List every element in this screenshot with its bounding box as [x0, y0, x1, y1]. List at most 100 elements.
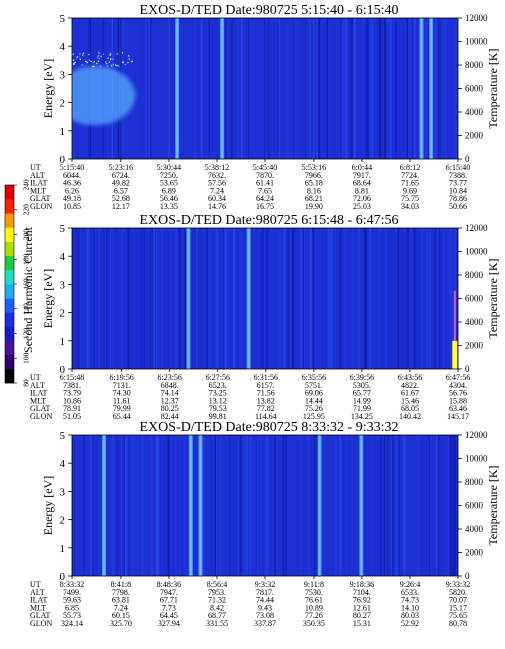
speckle	[110, 59, 112, 61]
temperature-tick-label: 8000	[465, 270, 484, 280]
ephemeris-value: 6.85	[65, 603, 79, 612]
texture-streak	[383, 228, 387, 369]
colorbar-segment	[5, 241, 14, 257]
ephemeris-value: 9:26:4	[400, 580, 420, 589]
texture-streak	[426, 228, 428, 369]
texture-streak	[352, 228, 354, 369]
texture-streak	[241, 18, 243, 159]
texture-streak	[130, 435, 133, 576]
ephemeris-value: 7917.	[353, 171, 371, 180]
texture-streak	[452, 435, 455, 576]
ephemeris-table: UT 8:33:32 8:41:8 8:48:36 8:56:4 9:3:32 9:11:8…	[30, 580, 470, 628]
ephemeris-row-label: MLT	[30, 603, 46, 612]
texture-streak	[387, 18, 389, 159]
texture-streak	[349, 18, 351, 159]
texture-streak	[103, 228, 105, 369]
texture-streak	[313, 435, 316, 576]
texture-streak	[401, 228, 402, 369]
ephemeris-value: 13.82	[257, 396, 275, 405]
speckle	[109, 52, 111, 54]
ephemeris-value: 325.70	[110, 619, 132, 628]
energy-axis-label: Energy [eV]	[41, 476, 55, 535]
bright-column-core	[190, 435, 192, 576]
texture-streak	[316, 18, 319, 159]
energy-tick-label: 0	[60, 154, 66, 166]
texture-streak	[363, 18, 366, 159]
texture-streak	[369, 18, 372, 159]
texture-streak	[132, 435, 135, 576]
texture-streak	[239, 228, 242, 369]
ephemeris-value: 52.92	[401, 619, 419, 628]
texture-streak	[111, 435, 114, 576]
texture-streak	[233, 228, 236, 369]
texture-streak	[345, 435, 347, 576]
speckle	[130, 61, 132, 63]
texture-streak	[396, 228, 399, 369]
spectrogram-area	[72, 435, 458, 576]
texture-streak	[248, 18, 251, 159]
texture-streak	[378, 435, 380, 576]
ephemeris-value: 61.67	[401, 389, 419, 398]
texture-streak	[271, 18, 274, 159]
texture-streak	[142, 435, 144, 576]
texture-streak	[321, 18, 323, 159]
colorbar-segment	[5, 269, 14, 285]
ephemeris-value: 7947.	[160, 588, 178, 597]
texture-streak	[244, 18, 246, 159]
texture-streak	[105, 228, 107, 369]
texture-streak	[113, 435, 115, 576]
texture-streak	[237, 18, 239, 159]
texture-streak	[224, 228, 227, 369]
ephemeris-value: 99.81	[209, 412, 227, 421]
texture-streak	[392, 435, 394, 576]
texture-streak	[369, 228, 371, 369]
texture-streak	[91, 435, 94, 576]
ephemeris-value: 9.43	[258, 603, 272, 612]
ephemeris-value: 6523.	[209, 381, 227, 390]
ephemeris-value: 53.65	[160, 179, 178, 188]
texture-streak	[395, 18, 397, 159]
texture-streak	[109, 435, 112, 576]
ephemeris-value: 79.53	[209, 404, 227, 413]
texture-streak	[443, 18, 446, 159]
texture-streak	[437, 435, 440, 576]
texture-streak	[262, 18, 264, 159]
ephemeris-value: 6724.	[112, 171, 130, 180]
ephemeris-value: 7.73	[162, 603, 176, 612]
texture-streak	[285, 435, 287, 576]
enhancement-core	[72, 66, 136, 126]
texture-streak	[244, 228, 247, 369]
texture-streak	[371, 18, 373, 159]
temperature-tick-label: 4000	[465, 524, 484, 534]
texture-streak	[363, 228, 366, 369]
texture-streak	[416, 435, 419, 576]
texture-streak	[274, 435, 277, 576]
texture-streak	[268, 18, 270, 159]
texture-streak	[109, 228, 112, 369]
ephemeris-value: 7499.	[63, 588, 81, 597]
ephemeris-value: 114.64	[255, 412, 277, 421]
ephemeris-value: 9:11:8	[304, 580, 324, 589]
ephemeris-value: 70.07	[449, 596, 467, 605]
texture-streak	[407, 18, 410, 159]
texture-streak	[178, 435, 181, 576]
texture-streak	[346, 435, 349, 576]
texture-streak	[330, 228, 333, 369]
texture-streak	[152, 435, 154, 576]
ephemeris-value: 7104.	[353, 588, 371, 597]
texture-streak	[72, 228, 74, 369]
texture-streak	[249, 435, 251, 576]
enhancement-region	[72, 52, 136, 126]
ephemeris-value: 6:43:56	[398, 373, 422, 382]
ephemeris-value: 74.30	[113, 389, 131, 398]
texture-streak	[145, 435, 148, 576]
speckle	[85, 60, 87, 63]
texture-streak	[410, 18, 412, 159]
texture-streak	[372, 18, 375, 159]
ephemeris-value: 4304.	[449, 381, 467, 390]
texture-streak	[351, 18, 353, 159]
texture-streak	[243, 435, 245, 576]
ephemeris-value: 7724.	[401, 171, 419, 180]
bright-column-core	[103, 435, 105, 576]
texture-streak	[244, 228, 246, 369]
